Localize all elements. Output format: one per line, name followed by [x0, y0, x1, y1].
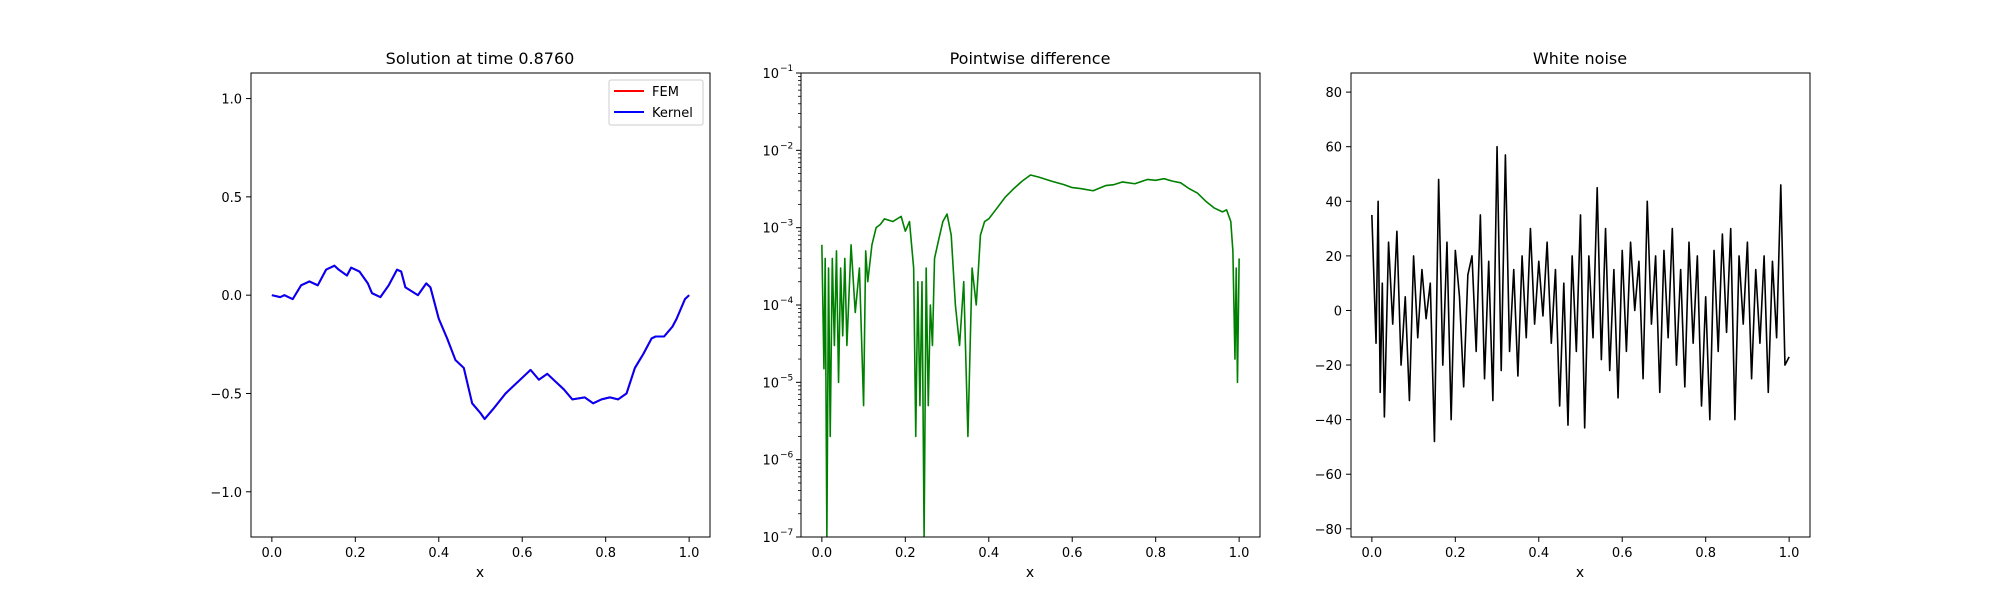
difference-ytick-exponent: −5: [780, 373, 793, 383]
legend-fem-label: FEM: [652, 85, 679, 100]
noise-axes-frame: [1350, 72, 1811, 538]
solution-ytick-label: −1.0: [210, 486, 242, 501]
difference-ytick-label: 10: [762, 454, 779, 469]
noise-series-data-line: [1371, 145, 1790, 443]
difference-plot: 0.0 0.2 0.4 0.6 0.8 1.010−710−610−510−410−310…: [762, 64, 1261, 561]
noise-ytick-label: 20: [1325, 250, 1342, 265]
difference-xtick-label: 0.6: [1062, 546, 1083, 561]
difference-ytick-exponent: −1: [780, 64, 793, 74]
difference-xtick-label: 0.8: [1145, 546, 1166, 561]
legend-kernel-label: Kernel: [652, 106, 693, 121]
noise-ytick-label: 0: [1334, 304, 1342, 319]
solution-xtick-label: 0.2: [345, 546, 366, 561]
noise-ytick-label: −40: [1315, 414, 1342, 429]
difference-ytick-exponent: −6: [780, 451, 794, 461]
noise-xtick-label: 0.6: [1612, 546, 1633, 561]
difference-xtick-label: 1.0: [1229, 546, 1250, 561]
solution-ytick-label: 0.5: [221, 191, 242, 206]
difference-xtick-label: 0.2: [895, 546, 916, 561]
noise-xtick-label: 0.0: [1362, 546, 1383, 561]
solution-ytick-label: −0.5: [210, 387, 242, 402]
solution-xtick-label: 0.6: [512, 546, 533, 561]
difference-ytick-exponent: −2: [780, 141, 793, 151]
noise-ytick-label: 80: [1325, 86, 1342, 101]
difference-ytick-exponent: −3: [780, 219, 793, 229]
solution-ytick-label: 1.0: [221, 93, 242, 108]
difference-panel: Pointwise difference 0.0 0.2 0.4 0.6 0.8 1.0 1…: [762, 49, 1261, 581]
difference-ytick-label: 10: [762, 376, 779, 391]
noise-ytick-label: −60: [1315, 468, 1342, 483]
difference-ytick-label: 10: [762, 299, 779, 314]
difference-series-data-line: [821, 174, 1240, 537]
difference-ytick-label: 10: [762, 144, 779, 159]
difference-ytick-label: 10: [762, 531, 779, 546]
noise-panel: White noise 0.0 0.2 0.4 0.6 0.8 1.0 −80 −60 −40 −…: [1315, 49, 1811, 581]
solution-xtick-label: 0.0: [262, 546, 283, 561]
solution-series-kernel-line: [271, 264, 690, 421]
solution-xtick-label: 0.4: [428, 546, 449, 561]
noise-ytick-label: −20: [1315, 359, 1342, 374]
noise-xlabel: x: [1576, 565, 1584, 581]
solution-xtick-label: 1.0: [679, 546, 700, 561]
difference-xtick-label: 0.4: [978, 546, 999, 561]
noise-xtick-label: 1.0: [1779, 546, 1800, 561]
solution-legend: FEM Kernel: [608, 79, 704, 126]
solution-xtick-label: 0.8: [595, 546, 616, 561]
noise-ytick-label: 40: [1325, 195, 1342, 210]
difference-title: Pointwise difference: [950, 49, 1111, 68]
noise-xtick-label: 0.8: [1695, 546, 1716, 561]
noise-plot: 0.0 0.2 0.4 0.6 0.8 1.0 −80 −60 −40 −20 0 20 40 60 80: [1315, 72, 1811, 561]
difference-ytick-label: 10: [762, 67, 779, 82]
difference-xlabel: x: [1026, 565, 1034, 581]
noise-ytick-label: −80: [1315, 523, 1342, 538]
solution-xlabel: x: [476, 565, 484, 581]
difference-ytick-exponent: −7: [780, 528, 793, 538]
noise-xtick-label: 0.4: [1528, 546, 1549, 561]
solution-ytick-label: 0.0: [221, 289, 242, 304]
noise-ytick-label: 60: [1325, 141, 1342, 156]
difference-ytick-label: 10: [762, 222, 779, 237]
solution-plot: 0.0 0.2 0.4 0.6 0.8 1.0 −1.0 −0.5 0.0 0.5 1.0: [210, 72, 711, 561]
difference-ytick-exponent: −4: [780, 296, 794, 306]
noise-title: White noise: [1533, 49, 1627, 68]
solution-panel: Solution at time 0.8760 0.0 0.2 0.4 0.6 0.8 1…: [210, 49, 711, 581]
noise-xtick-label: 0.2: [1445, 546, 1466, 561]
difference-xtick-label: 0.0: [812, 546, 833, 561]
solution-title: Solution at time 0.8760: [386, 49, 575, 68]
solution-axes-frame: [250, 72, 711, 538]
